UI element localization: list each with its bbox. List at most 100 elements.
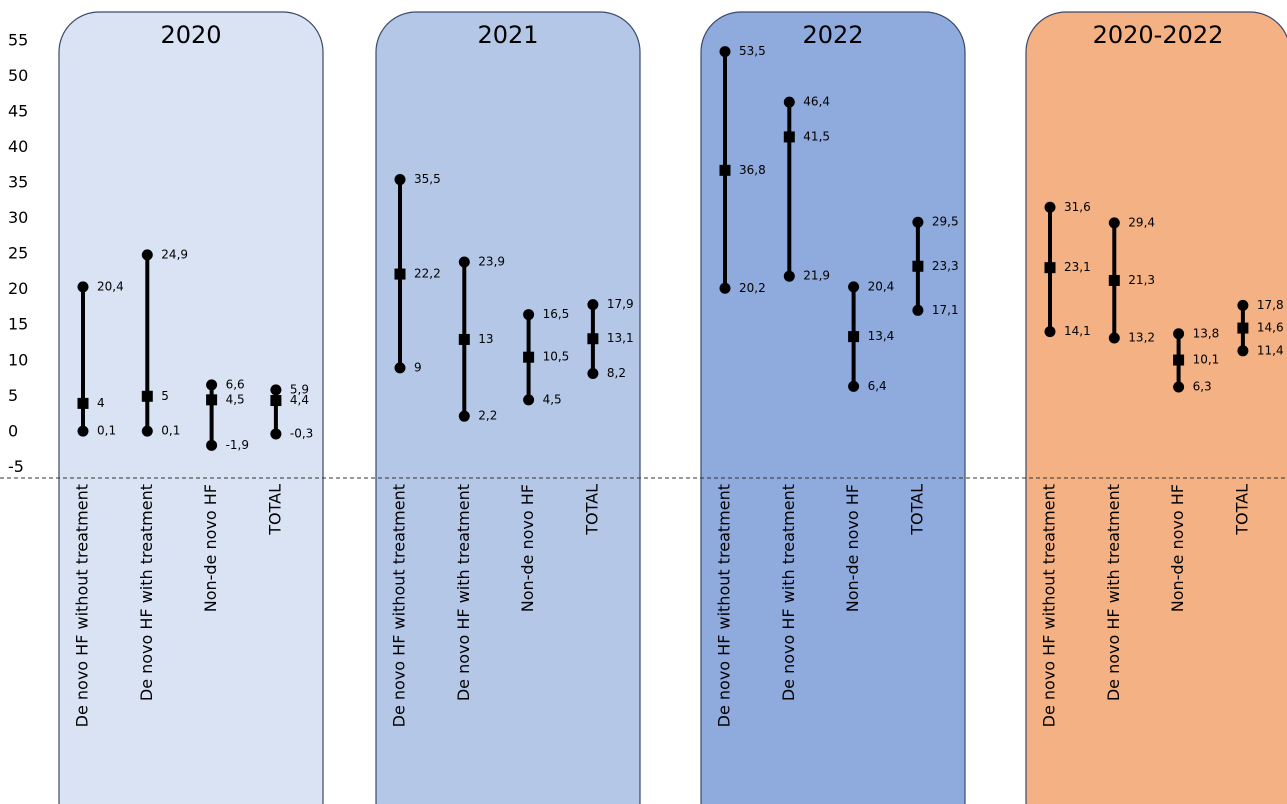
- value-label: 13: [478, 332, 493, 346]
- estimate-marker: [719, 164, 731, 176]
- lower-marker: [783, 270, 795, 282]
- value-label: 14,1: [1064, 324, 1091, 338]
- x-tick-label: TOTAL: [1232, 484, 1251, 536]
- value-label: 6,3: [1193, 380, 1212, 394]
- estimate-marker: [270, 395, 282, 407]
- x-tick-label: TOTAL: [907, 484, 926, 536]
- estimate-marker: [1108, 274, 1120, 286]
- value-label: 53,5: [739, 44, 766, 58]
- value-label: 0,1: [161, 424, 180, 438]
- lower-marker: [912, 304, 924, 316]
- value-label: 4: [97, 396, 105, 410]
- value-label: 10,5: [543, 350, 570, 364]
- lower-marker: [77, 425, 89, 437]
- panel-title: 2020-2022: [1093, 21, 1224, 49]
- x-tick-label: Non-de novo HF: [518, 484, 537, 612]
- lower-marker: [1108, 332, 1120, 344]
- value-label: 20,4: [868, 279, 895, 293]
- value-label: 11,4: [1257, 343, 1284, 357]
- upper-marker: [77, 281, 89, 293]
- estimate-marker: [458, 333, 470, 345]
- value-label: 13,1: [607, 331, 634, 345]
- value-label: 9: [414, 360, 422, 374]
- upper-marker: [1173, 328, 1185, 340]
- value-label: 14,6: [1257, 321, 1284, 335]
- upper-marker: [458, 256, 470, 268]
- value-label: 17,1: [932, 303, 959, 317]
- value-label: 20,4: [97, 279, 124, 293]
- value-label: 6,4: [868, 379, 887, 393]
- value-label: 21,3: [1128, 273, 1155, 287]
- value-label: 16,5: [543, 307, 570, 321]
- value-label: 41,5: [803, 129, 830, 143]
- x-tick-label: Non-de novo HF: [1168, 484, 1187, 612]
- upper-marker: [1237, 299, 1249, 311]
- estimate-marker: [394, 268, 406, 280]
- value-label: 29,5: [932, 215, 959, 229]
- value-label: 36,8: [739, 163, 766, 177]
- estimate-marker: [1044, 262, 1056, 274]
- upper-marker: [719, 46, 731, 58]
- x-tick-label: De novo HF with treatment: [137, 484, 156, 701]
- value-label: 5: [161, 389, 169, 403]
- upper-marker: [206, 379, 218, 391]
- x-tick-label: De novo HF with treatment: [779, 484, 798, 701]
- y-tick-label: -5: [8, 457, 24, 476]
- value-label: 10,1: [1193, 353, 1220, 367]
- value-label: 13,2: [1128, 331, 1155, 345]
- upper-marker: [912, 216, 924, 228]
- value-label: 17,8: [1257, 298, 1284, 312]
- value-label: 24,9: [161, 247, 188, 261]
- x-tick-label: De novo HF without treatment: [715, 484, 734, 727]
- upper-marker: [523, 309, 535, 321]
- y-tick-label: 20: [8, 279, 28, 298]
- value-label: 13,8: [1193, 326, 1220, 340]
- value-label: 29,4: [1128, 215, 1155, 229]
- value-label: 8,2: [607, 366, 626, 380]
- y-tick-label: 10: [8, 350, 28, 369]
- estimate-marker: [141, 390, 153, 402]
- y-tick-label: 50: [8, 66, 28, 85]
- upper-marker: [394, 174, 406, 186]
- x-tick-label: TOTAL: [582, 484, 601, 536]
- estimate-marker: [848, 331, 860, 343]
- panel-box: [58, 11, 324, 804]
- panel-box: [700, 11, 966, 804]
- value-label: 23,3: [932, 259, 959, 273]
- value-label: 2,2: [478, 409, 497, 423]
- lower-marker: [848, 380, 860, 392]
- y-tick-label: 30: [8, 208, 28, 227]
- estimate-marker: [1173, 354, 1185, 366]
- value-label: 21,9: [803, 269, 830, 283]
- x-tick-label: Non-de novo HF: [201, 484, 220, 612]
- upper-marker: [1108, 217, 1120, 229]
- estimate-marker: [912, 260, 924, 272]
- upper-marker: [848, 281, 860, 293]
- lower-marker: [206, 439, 218, 451]
- value-label: 4,4: [290, 393, 309, 407]
- value-label: 35,5: [414, 172, 441, 186]
- lower-marker: [587, 368, 599, 380]
- y-tick-label: 25: [8, 244, 28, 263]
- x-tick-label: De novo HF without treatment: [73, 484, 92, 727]
- estimate-marker: [206, 394, 218, 406]
- value-label: 23,9: [478, 254, 505, 268]
- y-tick-label: 55: [8, 31, 28, 50]
- lower-marker: [141, 425, 153, 437]
- panel-box: [1025, 11, 1287, 804]
- lower-marker: [719, 282, 731, 294]
- upper-marker: [587, 299, 599, 311]
- value-label: 46,4: [803, 95, 830, 109]
- y-tick-label: 40: [8, 137, 28, 156]
- lower-marker: [1237, 345, 1249, 357]
- value-label: 13,4: [868, 329, 895, 343]
- value-label: -1,9: [226, 438, 249, 452]
- estimate-marker: [783, 131, 795, 143]
- x-tick-label: De novo HF without treatment: [390, 484, 409, 727]
- lower-marker: [270, 428, 282, 440]
- lower-marker: [1044, 326, 1056, 338]
- value-label: 23,1: [1064, 260, 1091, 274]
- value-label: 0,1: [97, 424, 116, 438]
